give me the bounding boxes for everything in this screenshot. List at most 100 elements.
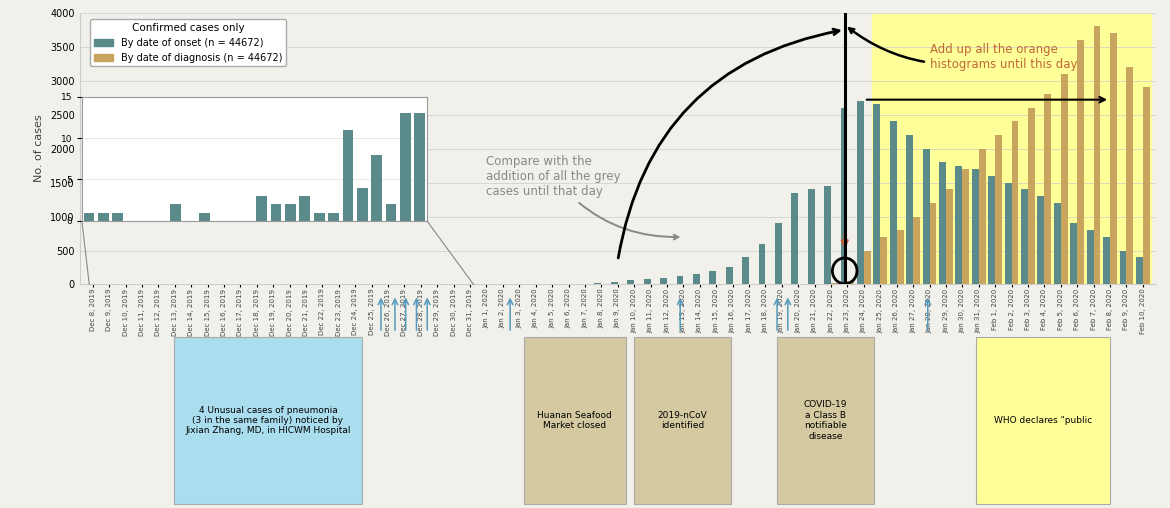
Bar	[963, 169, 969, 284]
Bar	[888, 13, 904, 284]
Bar	[940, 162, 945, 284]
Bar	[357, 188, 367, 221]
Bar	[660, 278, 667, 284]
Bar	[907, 135, 913, 284]
Bar	[1045, 94, 1052, 284]
Bar	[693, 274, 700, 284]
Bar	[923, 148, 929, 284]
Bar	[1004, 13, 1020, 284]
Bar	[896, 230, 903, 284]
Bar	[400, 113, 411, 221]
Bar	[371, 154, 383, 221]
Bar	[824, 186, 831, 284]
Bar	[1135, 13, 1151, 284]
Text: 2019-nCoV
identified: 2019-nCoV identified	[658, 411, 707, 430]
Bar	[1069, 13, 1086, 284]
Text: Add up all the orange
histograms until this day: Add up all the orange histograms until t…	[849, 28, 1078, 71]
Bar	[1071, 224, 1078, 284]
Bar	[1120, 250, 1127, 284]
Bar	[955, 13, 971, 284]
Bar	[791, 193, 798, 284]
Bar	[644, 279, 651, 284]
Bar	[979, 148, 985, 284]
Bar	[1005, 182, 1012, 284]
Bar	[170, 204, 181, 221]
Bar	[847, 281, 854, 284]
Bar	[328, 213, 339, 221]
Bar	[343, 130, 353, 221]
Bar	[890, 121, 896, 284]
Bar	[611, 282, 618, 284]
Bar	[463, 283, 470, 284]
Bar	[1020, 13, 1037, 284]
Bar	[945, 189, 952, 284]
Bar	[1078, 40, 1085, 284]
Bar	[1061, 74, 1068, 284]
Bar	[627, 280, 634, 284]
Bar	[709, 271, 716, 284]
Bar	[1021, 189, 1028, 284]
Bar	[1038, 196, 1045, 284]
Bar	[1054, 203, 1061, 284]
Bar	[904, 13, 921, 284]
Text: Compare with the
addition of all the grey
cases until that day: Compare with the addition of all the gre…	[487, 155, 679, 239]
Bar	[98, 213, 109, 221]
Bar	[840, 108, 847, 284]
Text: Huanan Seafood
Market closed: Huanan Seafood Market closed	[537, 411, 612, 430]
Bar	[1103, 237, 1110, 284]
Legend: By date of onset (n = 44672), By date of diagnosis (n = 44672): By date of onset (n = 44672), By date of…	[90, 19, 287, 67]
Bar	[285, 204, 296, 221]
Bar	[1053, 13, 1069, 284]
Bar	[989, 176, 996, 284]
Bar	[1127, 67, 1134, 284]
Text: COVID-19
a Class B
notifiable
disease: COVID-19 a Class B notifiable disease	[804, 400, 847, 440]
Bar	[300, 196, 310, 221]
Bar	[634, 337, 731, 504]
Bar	[872, 13, 888, 284]
Bar	[1037, 13, 1053, 284]
Bar	[972, 169, 979, 284]
Text: WHO declares "public: WHO declares "public	[993, 416, 1092, 425]
Bar	[1087, 230, 1094, 284]
Bar	[856, 101, 863, 284]
Bar	[594, 283, 601, 284]
Bar	[84, 213, 95, 221]
Bar	[414, 113, 425, 221]
Bar	[173, 337, 363, 504]
Bar	[863, 250, 870, 284]
Bar	[386, 204, 397, 221]
Bar	[956, 166, 963, 284]
Bar	[777, 337, 874, 504]
Bar	[775, 224, 782, 284]
Bar	[1136, 257, 1143, 284]
Bar	[256, 196, 267, 221]
Bar	[971, 13, 987, 284]
Bar	[314, 213, 324, 221]
Bar	[807, 189, 814, 284]
Bar	[996, 135, 1002, 284]
Bar	[1102, 13, 1119, 284]
Bar	[976, 337, 1110, 504]
Text: 4 Unusual cases of pneumonia
(3 in the same family) noticed by
Jixian Zhang, MD,: 4 Unusual cases of pneumonia (3 in the s…	[185, 405, 351, 435]
Bar	[742, 257, 749, 284]
Bar	[447, 283, 454, 284]
Bar	[987, 13, 1004, 284]
Bar	[880, 237, 887, 284]
Bar	[937, 13, 955, 284]
Bar	[913, 216, 920, 284]
Bar	[112, 213, 123, 221]
Bar	[1119, 13, 1135, 284]
Bar	[1028, 108, 1034, 284]
Bar	[1094, 26, 1101, 284]
Bar	[725, 268, 732, 284]
Bar	[1012, 121, 1018, 284]
Bar	[873, 105, 880, 284]
Bar	[831, 283, 838, 284]
Bar	[921, 13, 937, 284]
Bar	[270, 204, 282, 221]
Y-axis label: No. of cases: No. of cases	[34, 115, 44, 182]
Bar	[1086, 13, 1102, 284]
Bar	[676, 276, 683, 284]
Bar	[1143, 87, 1150, 284]
Bar	[1110, 33, 1117, 284]
